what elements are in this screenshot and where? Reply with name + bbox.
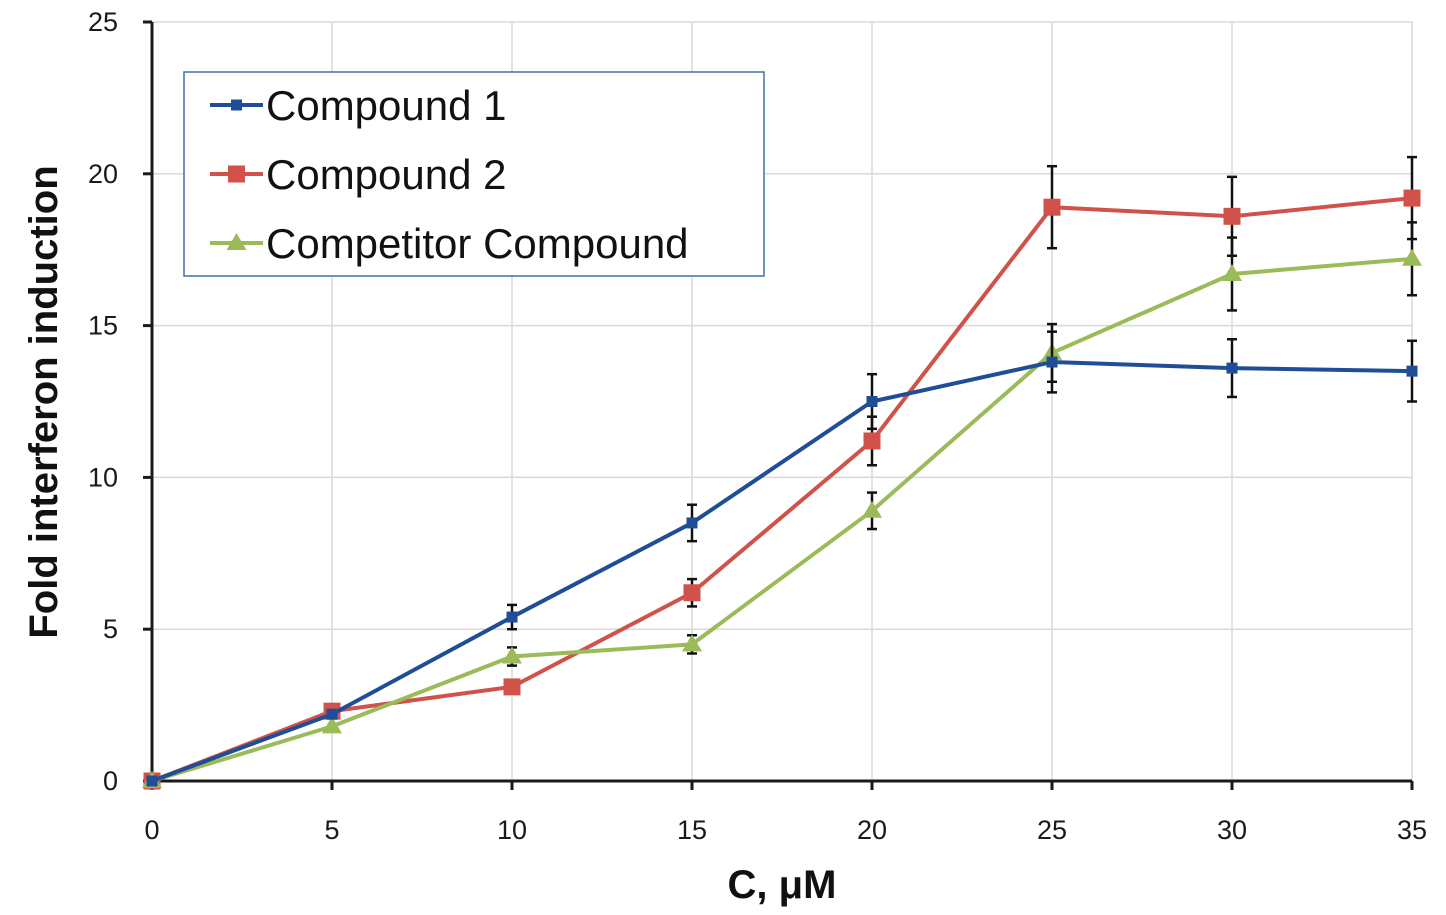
data-point <box>1406 365 1418 377</box>
x-tick-label: 10 <box>497 815 527 845</box>
x-tick-label: 5 <box>324 815 339 845</box>
series-line <box>151 196 1413 783</box>
data-point <box>326 708 338 720</box>
data-point <box>1046 356 1058 368</box>
y-tick-label: 0 <box>103 766 118 796</box>
data-point <box>862 500 882 518</box>
legend-label: Competitor Compound <box>266 220 689 267</box>
legend: Compound 1 Compound 2 Competitor Compound <box>183 71 765 277</box>
data-point <box>683 584 701 602</box>
x-tick-label: 35 <box>1397 815 1427 845</box>
legend-label: Compound 1 <box>266 82 507 129</box>
data-point <box>1043 198 1061 216</box>
data-point <box>1223 207 1241 225</box>
series-1 <box>146 330 1418 787</box>
data-point <box>146 775 158 787</box>
legend-label: Compound 2 <box>266 151 507 198</box>
legend-marker <box>226 233 247 250</box>
y-tick-label: 15 <box>88 311 118 341</box>
x-tick-label: 0 <box>144 815 159 845</box>
legend-marker <box>231 99 242 111</box>
series-group <box>142 155 1422 790</box>
series-line <box>151 360 1413 783</box>
data-point <box>1222 263 1242 281</box>
y-axis-title: Fold interferon induction <box>22 165 66 638</box>
data-point <box>322 716 342 734</box>
x-tick-label: 20 <box>857 815 887 845</box>
x-tick-label: 30 <box>1217 815 1247 845</box>
tick-labels: 0 5 10 15 20 25 0 5 10 15 20 25 30 35 <box>88 7 1427 845</box>
y-tick-label: 25 <box>88 7 118 37</box>
data-point <box>1403 189 1421 207</box>
series-2 <box>143 155 1421 790</box>
y-tick-label: 10 <box>88 462 118 492</box>
axes <box>143 20 1414 790</box>
data-point <box>1402 248 1422 266</box>
data-point <box>1226 362 1238 374</box>
x-tick-label: 15 <box>677 815 707 845</box>
legend-marker <box>228 165 245 183</box>
data-point <box>686 517 698 529</box>
x-tick-label: 25 <box>1037 815 1067 845</box>
data-point <box>866 396 878 407</box>
legend-box <box>183 71 765 277</box>
data-point <box>506 611 518 623</box>
y-tick-label: 20 <box>88 159 118 189</box>
series-line <box>151 256 1413 783</box>
data-point <box>502 646 522 664</box>
y-tick-label: 5 <box>103 614 118 644</box>
data-point <box>682 634 702 652</box>
x-axis-title: C, μM <box>728 863 837 907</box>
data-point <box>503 678 521 696</box>
data-point <box>863 432 881 450</box>
